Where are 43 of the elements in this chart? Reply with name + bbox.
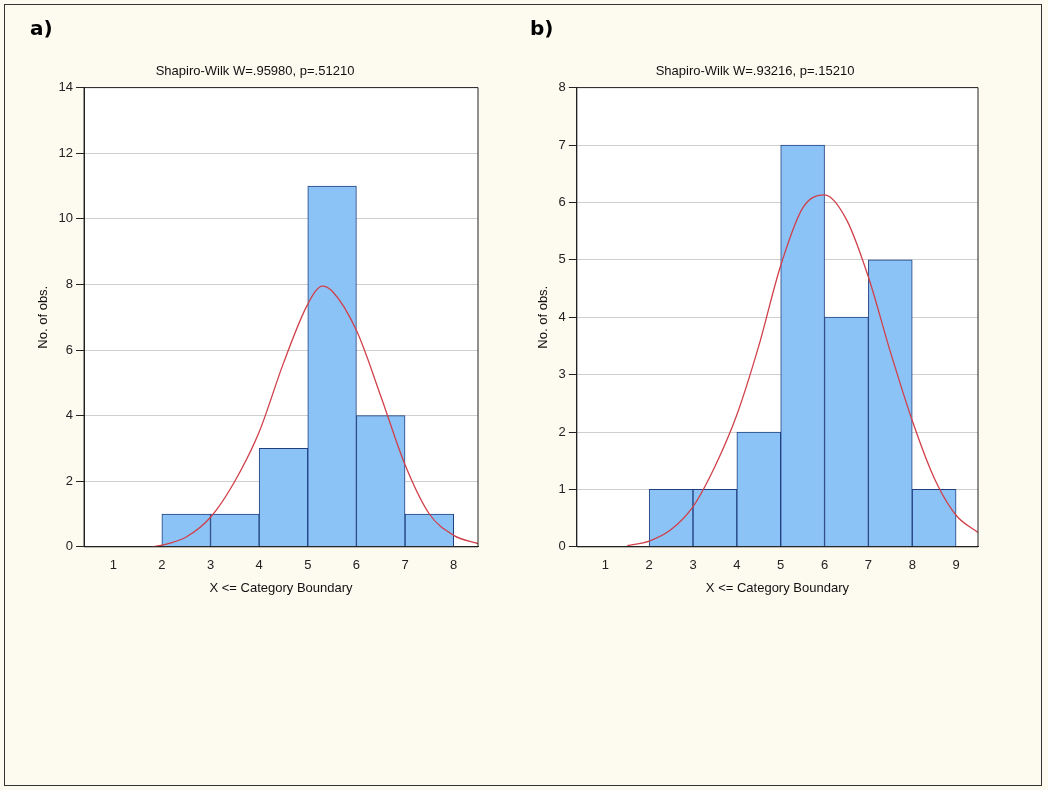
y-tick-label: 2 <box>65 472 74 488</box>
x-tick-label: 1 <box>109 557 117 573</box>
y-tick-label: 12 <box>58 144 74 160</box>
text: b) <box>530 16 554 40</box>
y-tick-label: 8 <box>65 275 74 291</box>
x-tick-label: 8 <box>450 557 458 573</box>
y-tick-label: 7 <box>558 136 566 152</box>
x-tick-label: 3 <box>689 557 697 573</box>
y-tick-label: 4 <box>65 407 74 423</box>
y-axis-title: No. of obs. <box>35 285 51 349</box>
x-tick-label: 5 <box>304 557 312 573</box>
y-tick-label: 8 <box>558 79 566 95</box>
y-tick-label: 6 <box>65 341 74 357</box>
chart-title: Shapiro-Wilk W=.95980, p=.51210 <box>155 63 355 79</box>
x-tick-label: 1 <box>601 557 609 573</box>
x-tick-label: 2 <box>158 557 166 573</box>
y-tick-label: 0 <box>65 538 74 554</box>
x-tick-label: 9 <box>952 557 960 573</box>
x-tick-label: 6 <box>352 557 361 573</box>
x-axis-title: X <= Category Boundary <box>209 579 354 595</box>
text: a) <box>30 16 53 40</box>
x-tick-label: 6 <box>820 557 829 573</box>
y-tick-label: 6 <box>558 193 566 209</box>
y-axis-title: No. of obs. <box>535 285 551 349</box>
x-axis-title: X <= Category Boundary <box>705 579 850 595</box>
x-tick-label: 7 <box>864 557 873 573</box>
x-tick-label: 7 <box>401 557 409 573</box>
chart-title: Shapiro-Wilk W=.93216, p=.15210 <box>655 63 855 79</box>
y-tick-label: 3 <box>558 366 566 382</box>
x-tick-label: 4 <box>255 557 263 573</box>
x-tick-label: 3 <box>206 557 215 573</box>
x-tick-label: 4 <box>733 557 741 573</box>
y-tick-label: 2 <box>558 423 566 439</box>
y-tick-label: 1 <box>558 480 566 496</box>
y-tick-label: 10 <box>58 210 74 226</box>
x-tick-label: 5 <box>777 557 785 573</box>
y-tick-label: 4 <box>558 308 566 324</box>
line-series <box>626 194 978 547</box>
y-tick-label: 5 <box>558 251 566 267</box>
y-tick-label: 0 <box>558 538 566 554</box>
x-tick-label: 8 <box>908 557 916 573</box>
y-tick-label: 14 <box>58 79 74 95</box>
x-tick-label: 2 <box>645 557 653 573</box>
